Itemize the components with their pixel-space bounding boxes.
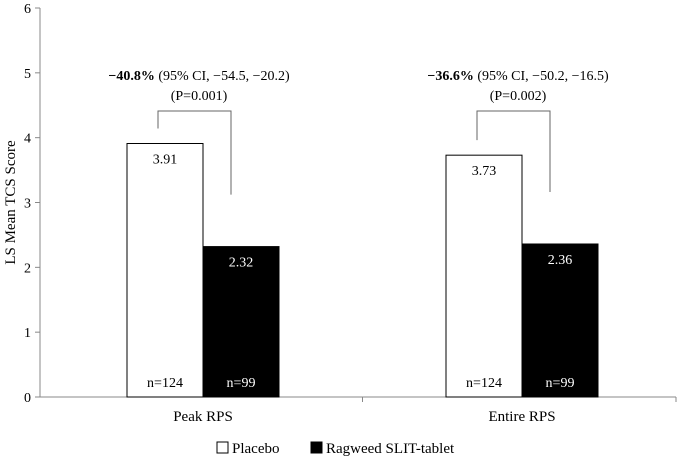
annotation-pvalue: (P=0.001) — [171, 89, 228, 104]
y-tick-label: 5 — [24, 67, 31, 82]
legend-label: Ragweed SLIT-tablet — [326, 441, 455, 457]
x-tick-label: Peak RPS — [173, 409, 233, 425]
bar — [202, 246, 280, 398]
annotations: −40.8% (95% CI, −54.5, −20.2) (P=0.001) −3… — [108, 69, 609, 195]
annotation-line1: −40.8% (95% CI, −54.5, −20.2) — [108, 69, 290, 84]
bar-value-label: 2.36 — [548, 253, 573, 268]
y-tick-label: 1 — [24, 326, 31, 341]
bar-n-label: n=99 — [546, 376, 575, 391]
legend-swatch — [216, 441, 229, 454]
comparison-bracket — [157, 110, 232, 195]
legend: Placebo Ragweed SLIT-tablet — [216, 441, 455, 457]
bar — [445, 154, 523, 398]
y-tick-label: 6 — [24, 2, 31, 17]
bar — [521, 243, 599, 398]
annotation-ci: (95% CI, −54.5, −20.2) — [155, 69, 290, 84]
y-axis-title: LS Mean TCS Score — [3, 140, 19, 265]
comparison-bracket — [476, 110, 551, 192]
bar — [126, 143, 204, 398]
bar-value-label: 2.32 — [229, 256, 254, 271]
y-tick-label: 2 — [24, 261, 31, 276]
x-axis: Peak RPS Entire RPS — [40, 396, 677, 425]
bars: 3.91 n=124 2.32 n=99 3.73 n=124 2.36 n=99 — [126, 143, 599, 398]
bar-value-label: 3.91 — [153, 153, 178, 168]
bar-n-label: n=124 — [466, 376, 502, 391]
legend-swatch — [310, 441, 323, 454]
annotation-percent: −36.6% — [427, 69, 473, 84]
bar-n-label: n=124 — [147, 376, 183, 391]
annotation-ci: (95% CI, −50.2, −16.5) — [474, 69, 609, 84]
y-axis: 0 1 2 3 4 5 6 LS Mean TCS Score — [3, 2, 41, 406]
bar-value-label: 3.73 — [472, 164, 497, 179]
annotation-line1: −36.6% (95% CI, −50.2, −16.5) — [427, 69, 609, 84]
y-tick-label: 3 — [24, 197, 31, 212]
y-tick-label: 4 — [24, 132, 31, 147]
annotation-pvalue: (P=0.002) — [490, 89, 547, 104]
bar-n-label: n=99 — [227, 376, 256, 391]
legend-label: Placebo — [232, 441, 279, 457]
x-tick-label: Entire RPS — [488, 409, 555, 425]
y-tick-label: 0 — [24, 391, 31, 406]
annotation-percent: −40.8% — [108, 69, 154, 84]
